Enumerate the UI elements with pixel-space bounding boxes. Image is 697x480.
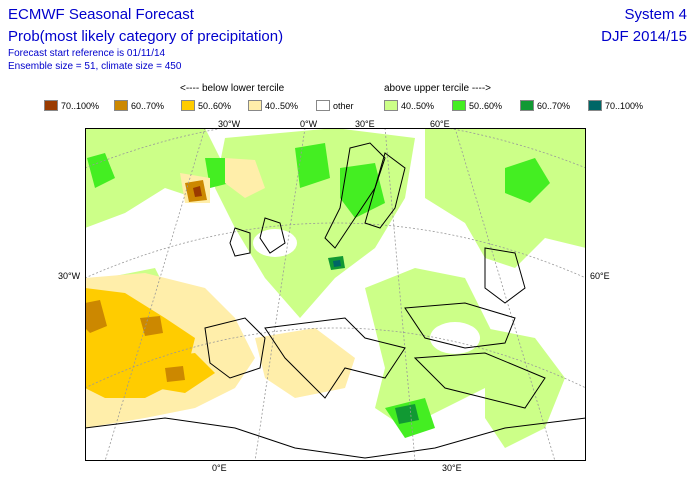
- legend-swatch-above-50-60: [452, 100, 466, 111]
- legend-above-label: above upper tercile ---->: [384, 83, 491, 94]
- map-subtitle: Prob(most likely category of precipitati…: [8, 28, 284, 45]
- map-title: ECMWF Seasonal Forecast: [8, 6, 194, 23]
- graticule: [85, 128, 586, 461]
- lon-label-bottom-30e: 30°E: [442, 463, 462, 473]
- legend-label-below-60-70: 60..70%: [131, 101, 165, 111]
- legend-below-label: <---- below lower tercile: [180, 83, 285, 94]
- legend-label-below-70-100: 70..100%: [61, 101, 100, 111]
- legend-label-below-50-60: 50..60%: [198, 101, 232, 111]
- ensemble-size: Ensemble size = 51, climate size = 450: [8, 61, 182, 72]
- lon-label-top-0w: 0°W: [300, 119, 318, 129]
- lon-label-top-30e: 30°E: [355, 119, 375, 129]
- legend-swatch-below-60-70: [114, 100, 128, 111]
- probability-shading: [85, 128, 586, 448]
- season-label: DJF 2014/15: [601, 28, 687, 45]
- legend-label-above-50-60: 50..60%: [469, 101, 503, 111]
- lon-label-bottom-0e: 0°E: [212, 463, 227, 473]
- legend-label-above-60-70: 60..70%: [537, 101, 571, 111]
- system-label: System 4: [624, 6, 687, 23]
- legend-label-above-40-50: 40..50%: [401, 101, 435, 111]
- legend-swatch-above-60-70: [520, 100, 534, 111]
- lon-label-left-30w: 30°W: [58, 271, 81, 281]
- legend-swatch-below-70-100: [44, 100, 58, 111]
- legend-swatch-below-50-60: [181, 100, 195, 111]
- legend-label-above-70-100: 70..100%: [605, 101, 644, 111]
- forecast-start-reference: Forecast start reference is 01/11/14: [8, 48, 166, 59]
- legend-swatch-below-40-50: [248, 100, 262, 111]
- legend-label-below-40-50: 40..50%: [265, 101, 299, 111]
- legend-swatch-other: [316, 100, 330, 111]
- map-frame: [85, 128, 586, 461]
- legend-label-other: other: [333, 101, 354, 111]
- legend-swatch-above-70-100: [588, 100, 602, 111]
- forecast-map: [85, 128, 586, 461]
- coastlines: [85, 142, 586, 459]
- legend-swatch-above-40-50: [384, 100, 398, 111]
- lon-label-top-30w: 30°W: [218, 119, 241, 129]
- lon-label-right-60e: 60°E: [590, 271, 610, 281]
- lon-label-top-60e: 60°E: [430, 119, 450, 129]
